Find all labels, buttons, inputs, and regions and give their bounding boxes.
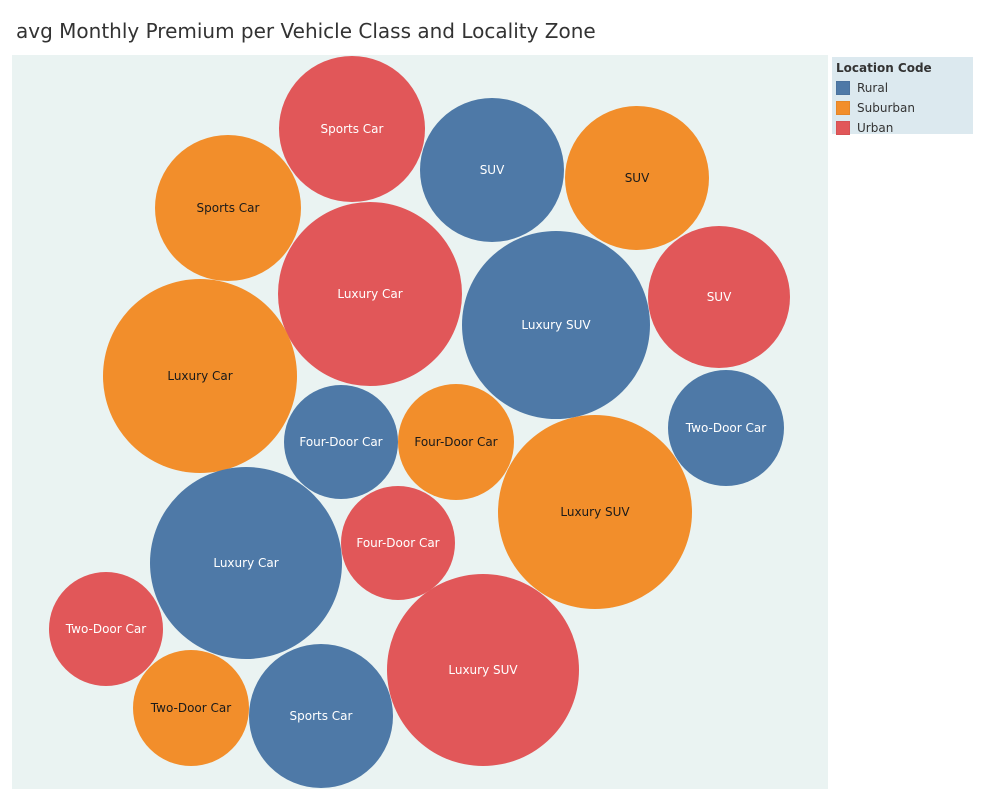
bubble-luxury-car-suburban[interactable]: Luxury Car xyxy=(103,279,297,473)
bubble-sports-car-urban[interactable]: Sports Car xyxy=(279,56,425,202)
bubble-four-door-car-suburban[interactable]: Four-Door Car xyxy=(398,384,514,500)
bubble-luxury-suv-suburban[interactable]: Luxury SUV xyxy=(498,415,692,609)
legend-swatch-rural xyxy=(836,81,850,95)
bubble-circle[interactable] xyxy=(150,467,342,659)
bubble-label: Luxury SUV xyxy=(521,318,591,332)
bubble-circle[interactable] xyxy=(648,226,790,368)
bubble-label: Two-Door Car xyxy=(65,622,146,636)
bubble-circle[interactable] xyxy=(103,279,297,473)
bubble-circle[interactable] xyxy=(49,572,163,686)
bubble-circle[interactable] xyxy=(284,385,398,499)
bubbles-layer: Sports Car SUV SUV Sports Car Luxury Car Luxu… xyxy=(49,56,790,788)
bubble-circle[interactable] xyxy=(133,650,249,766)
bubble-circle[interactable] xyxy=(668,370,784,486)
bubble-circle[interactable] xyxy=(420,98,564,242)
bubble-label: SUV xyxy=(480,163,505,177)
bubble-circle[interactable] xyxy=(279,56,425,202)
bubble-label: Two-Door Car xyxy=(685,421,766,435)
bubble-circle[interactable] xyxy=(387,574,579,766)
bubble-suv-urban[interactable]: SUV xyxy=(648,226,790,368)
legend-item-rural[interactable]: Rural xyxy=(836,78,973,98)
legend-item-suburban[interactable]: Suburban xyxy=(836,98,973,118)
bubble-two-door-car-rural[interactable]: Two-Door Car xyxy=(668,370,784,486)
legend-label-rural: Rural xyxy=(857,81,889,95)
bubble-luxury-car-rural[interactable]: Luxury Car xyxy=(150,467,342,659)
plot-area: Sports Car SUV SUV Sports Car Luxury Car Luxu… xyxy=(12,55,828,789)
bubble-label: Luxury SUV xyxy=(560,505,630,519)
bubble-label: Sports Car xyxy=(290,709,353,723)
bubble-sports-car-suburban[interactable]: Sports Car xyxy=(155,135,301,281)
legend: Location Code Rural Suburban Urban xyxy=(832,57,973,135)
bubble-circle[interactable] xyxy=(498,415,692,609)
bubble-circle[interactable] xyxy=(341,486,455,600)
bubble-two-door-car-urban[interactable]: Two-Door Car xyxy=(49,572,163,686)
bubble-label: Luxury Car xyxy=(337,287,402,301)
bubble-chart: Sports Car SUV SUV Sports Car Luxury Car Luxu… xyxy=(12,55,828,789)
legend-title: Location Code xyxy=(836,61,932,75)
bubble-label: SUV xyxy=(625,171,650,185)
bubble-label: Luxury SUV xyxy=(448,663,518,677)
bubble-label: Luxury Car xyxy=(167,369,232,383)
bubble-label: Four-Door Car xyxy=(299,435,382,449)
bubble-two-door-car-suburban[interactable]: Two-Door Car xyxy=(133,650,249,766)
bubble-four-door-car-urban[interactable]: Four-Door Car xyxy=(341,486,455,600)
bubble-circle[interactable] xyxy=(155,135,301,281)
bubble-circle[interactable] xyxy=(398,384,514,500)
bubble-luxury-car-urban[interactable]: Luxury Car xyxy=(278,202,462,386)
bubble-circle[interactable] xyxy=(278,202,462,386)
legend-label-urban: Urban xyxy=(857,121,894,135)
legend-label-suburban: Suburban xyxy=(857,101,915,115)
bubble-label: Four-Door Car xyxy=(414,435,497,449)
bubble-circle[interactable] xyxy=(249,644,393,788)
bubble-label: Sports Car xyxy=(197,201,260,215)
bubble-sports-car-rural[interactable]: Sports Car xyxy=(249,644,393,788)
legend-item-urban[interactable]: Urban xyxy=(836,118,973,138)
bubble-suv-rural[interactable]: SUV xyxy=(420,98,564,242)
bubble-suv-suburban[interactable]: SUV xyxy=(565,106,709,250)
bubble-circle[interactable] xyxy=(565,106,709,250)
bubble-circle[interactable] xyxy=(462,231,650,419)
bubble-luxury-suv-urban[interactable]: Luxury SUV xyxy=(387,574,579,766)
bubble-luxury-suv-rural[interactable]: Luxury SUV xyxy=(462,231,650,419)
bubble-label: Luxury Car xyxy=(213,556,278,570)
bubble-label: SUV xyxy=(707,290,732,304)
chart-title: avg Monthly Premium per Vehicle Class an… xyxy=(16,19,596,43)
bubble-four-door-car-rural[interactable]: Four-Door Car xyxy=(284,385,398,499)
bubble-label: Two-Door Car xyxy=(150,701,231,715)
legend-swatch-suburban xyxy=(836,101,850,115)
bubble-label: Four-Door Car xyxy=(356,536,439,550)
legend-swatch-urban xyxy=(836,121,850,135)
bubble-label: Sports Car xyxy=(321,122,384,136)
